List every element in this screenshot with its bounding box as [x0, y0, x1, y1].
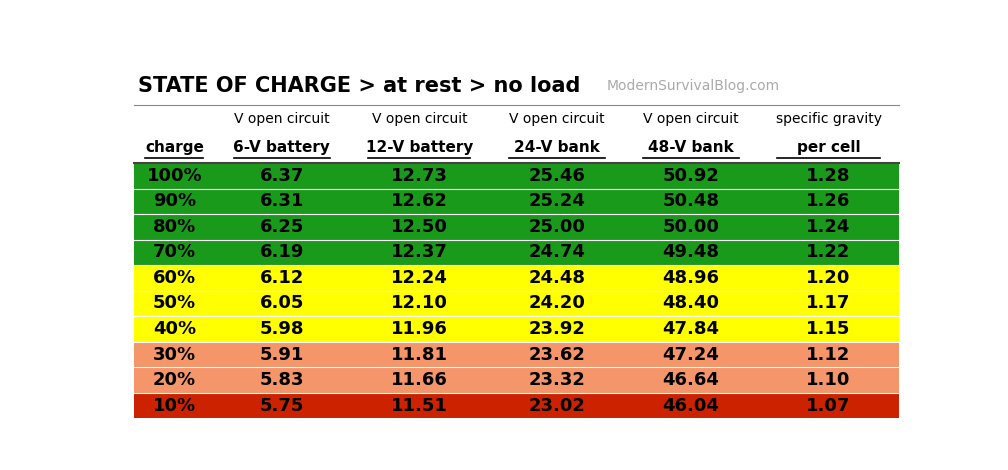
Text: 48-V bank: 48-V bank — [648, 140, 734, 155]
Text: 1.26: 1.26 — [806, 192, 851, 211]
Text: 6.31: 6.31 — [259, 192, 303, 211]
Text: 1.15: 1.15 — [806, 320, 851, 338]
Text: V open circuit: V open circuit — [643, 112, 739, 126]
Text: 6.12: 6.12 — [259, 269, 303, 287]
Text: 47.84: 47.84 — [662, 320, 720, 338]
Text: 47.24: 47.24 — [662, 345, 720, 363]
Text: 100%: 100% — [146, 167, 203, 185]
Text: 5.75: 5.75 — [259, 397, 303, 415]
Text: 6.19: 6.19 — [259, 243, 303, 261]
Text: 12.37: 12.37 — [391, 243, 448, 261]
Text: 80%: 80% — [152, 218, 196, 236]
Text: 70%: 70% — [153, 243, 196, 261]
Text: 48.40: 48.40 — [662, 295, 720, 313]
Text: 50%: 50% — [153, 295, 196, 313]
Text: specific gravity: specific gravity — [775, 112, 882, 126]
Text: 30%: 30% — [153, 345, 196, 363]
Text: 12-V battery: 12-V battery — [366, 140, 473, 155]
Text: 1.24: 1.24 — [806, 218, 851, 236]
Text: 46.64: 46.64 — [662, 371, 720, 389]
Text: 60%: 60% — [153, 269, 196, 287]
Text: 1.22: 1.22 — [806, 243, 851, 261]
Text: 1.28: 1.28 — [806, 167, 851, 185]
Text: 10%: 10% — [153, 397, 196, 415]
Text: 6-V battery: 6-V battery — [233, 140, 330, 155]
Text: 11.81: 11.81 — [391, 345, 448, 363]
Text: 23.32: 23.32 — [528, 371, 586, 389]
Text: 23.02: 23.02 — [528, 397, 586, 415]
Text: V open circuit: V open circuit — [234, 112, 330, 126]
Text: 5.91: 5.91 — [259, 345, 303, 363]
Text: 11.51: 11.51 — [391, 397, 448, 415]
Text: 6.05: 6.05 — [259, 295, 303, 313]
Text: 12.10: 12.10 — [391, 295, 448, 313]
FancyBboxPatch shape — [134, 393, 899, 418]
Text: 11.96: 11.96 — [391, 320, 448, 338]
Text: 12.62: 12.62 — [391, 192, 448, 211]
FancyBboxPatch shape — [134, 316, 899, 342]
Text: 25.24: 25.24 — [528, 192, 586, 211]
Text: 50.00: 50.00 — [662, 218, 720, 236]
Text: 6.37: 6.37 — [259, 167, 303, 185]
Text: 5.83: 5.83 — [259, 371, 303, 389]
Text: 23.92: 23.92 — [528, 320, 586, 338]
FancyBboxPatch shape — [134, 188, 899, 214]
Text: 24-V bank: 24-V bank — [514, 140, 600, 155]
FancyBboxPatch shape — [134, 163, 899, 188]
Text: 25.00: 25.00 — [528, 218, 586, 236]
Text: 1.17: 1.17 — [806, 295, 851, 313]
Text: 90%: 90% — [153, 192, 196, 211]
Text: 50.92: 50.92 — [662, 167, 720, 185]
Text: 1.07: 1.07 — [806, 397, 851, 415]
Text: 5.98: 5.98 — [259, 320, 303, 338]
Text: 24.20: 24.20 — [528, 295, 586, 313]
Text: 24.74: 24.74 — [528, 243, 586, 261]
FancyBboxPatch shape — [134, 240, 899, 265]
Text: 25.46: 25.46 — [528, 167, 586, 185]
Text: 49.48: 49.48 — [662, 243, 720, 261]
FancyBboxPatch shape — [134, 291, 899, 316]
Text: 24.48: 24.48 — [528, 269, 586, 287]
Text: 23.62: 23.62 — [528, 345, 586, 363]
FancyBboxPatch shape — [134, 367, 899, 393]
Text: 6.25: 6.25 — [259, 218, 303, 236]
Text: V open circuit: V open circuit — [509, 112, 605, 126]
Text: 1.20: 1.20 — [806, 269, 851, 287]
FancyBboxPatch shape — [134, 265, 899, 291]
Text: 1.12: 1.12 — [806, 345, 851, 363]
Text: ModernSurvivalBlog.com: ModernSurvivalBlog.com — [607, 79, 779, 93]
Text: 12.24: 12.24 — [391, 269, 448, 287]
FancyBboxPatch shape — [134, 214, 899, 240]
Text: STATE OF CHARGE > at rest > no load: STATE OF CHARGE > at rest > no load — [138, 76, 580, 96]
Text: V open circuit: V open circuit — [372, 112, 467, 126]
Text: 12.50: 12.50 — [391, 218, 448, 236]
Text: 20%: 20% — [153, 371, 196, 389]
Text: 11.66: 11.66 — [391, 371, 448, 389]
Text: charge: charge — [145, 140, 204, 155]
Text: 40%: 40% — [153, 320, 196, 338]
Text: 1.10: 1.10 — [806, 371, 851, 389]
Text: per cell: per cell — [796, 140, 860, 155]
Text: 48.96: 48.96 — [662, 269, 720, 287]
Text: 12.73: 12.73 — [391, 167, 448, 185]
Text: 50.48: 50.48 — [662, 192, 720, 211]
FancyBboxPatch shape — [134, 342, 899, 367]
Text: 46.04: 46.04 — [662, 397, 720, 415]
